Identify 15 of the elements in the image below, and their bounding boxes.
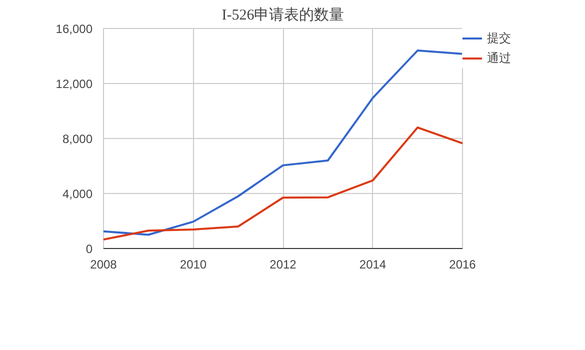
line-series <box>104 50 462 236</box>
x-tick-label: 2012 <box>270 258 297 272</box>
y-tick-label: 8,000 <box>62 132 93 146</box>
x-tick-label: 2014 <box>359 258 386 272</box>
y-tick-label: 0 <box>86 242 93 256</box>
chart-title: I-526申请表的数量 <box>222 6 344 24</box>
y-tick-label: 12,000 <box>56 77 93 91</box>
line-series <box>104 126 462 241</box>
x-tick-label: 2016 <box>449 258 476 272</box>
x-tick-label: 2010 <box>180 258 207 272</box>
legend-label: 提交 <box>487 30 511 46</box>
x-tick-label: 2008 <box>90 258 118 272</box>
y-tick-label: 4,000 <box>62 187 93 201</box>
legend-label: 通过 <box>487 50 511 66</box>
y-tick-label: 16,000 <box>56 22 93 36</box>
